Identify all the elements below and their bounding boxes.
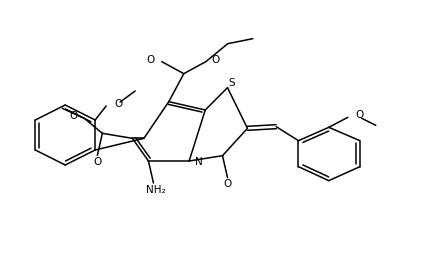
Text: O: O (356, 110, 364, 120)
Text: O: O (114, 99, 122, 109)
Text: O: O (212, 55, 220, 65)
Text: S: S (228, 78, 235, 88)
Text: N: N (195, 157, 203, 167)
Text: O: O (93, 157, 101, 167)
Text: O: O (69, 111, 77, 121)
Text: NH₂: NH₂ (146, 185, 165, 195)
Text: O: O (223, 179, 232, 189)
Text: O: O (146, 55, 155, 65)
